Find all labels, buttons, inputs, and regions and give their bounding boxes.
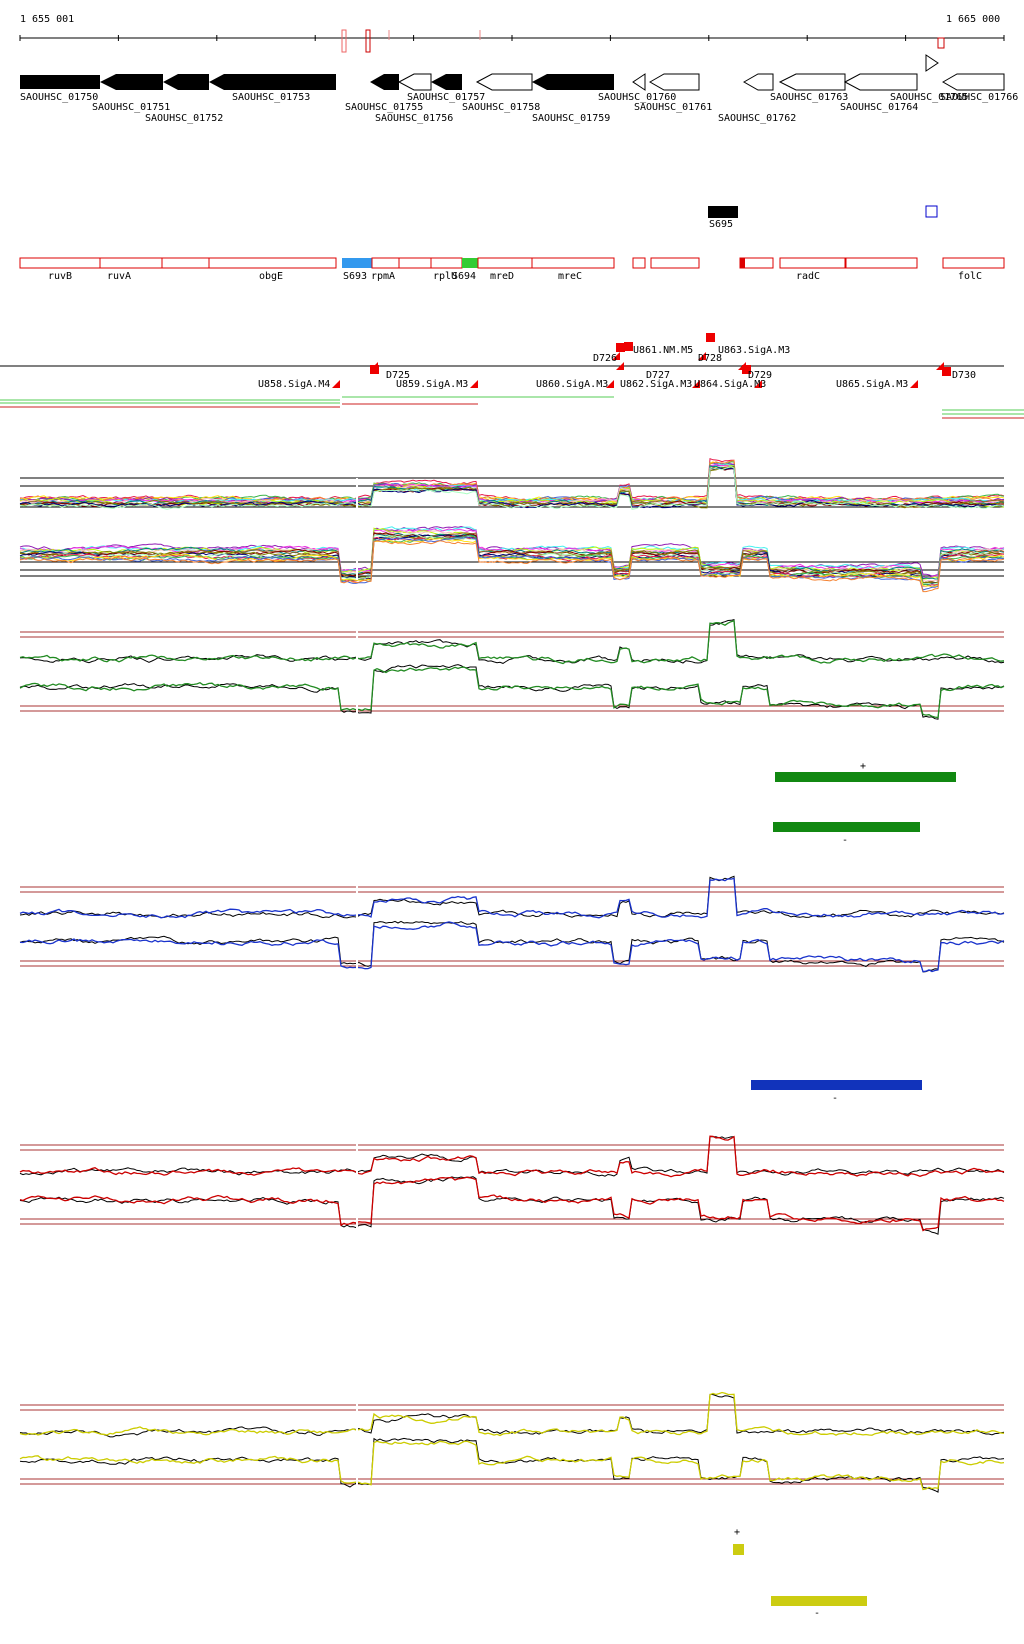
gene-label: SAOUHSC_01752 [145, 113, 223, 124]
gene-arrow-01757[interactable] [431, 74, 462, 90]
bar-sign: + [860, 761, 866, 772]
green-plus-bar[interactable] [775, 772, 956, 782]
condition-bars: + - - + - [733, 761, 956, 1619]
annot-label: rplU [433, 271, 457, 282]
gene-arrow-01751[interactable] [100, 74, 163, 90]
gene-label: SAOUHSC_01763 [770, 92, 848, 103]
tu-label: D727 [646, 370, 670, 381]
gene-arrow-01765[interactable] [925, 54, 939, 72]
yellow-minus-bar[interactable] [771, 1596, 867, 1606]
transcription-unit-track: U858.SigA.M4 D725 U859.SigA.M3 U860.SigA… [0, 333, 1024, 419]
gene-label: SAOUHSC_01766 [940, 92, 1018, 103]
tu-label: U863.SigA.M3 [718, 345, 790, 356]
yellow-plus-bar[interactable] [733, 1544, 744, 1555]
tu-label: U859.SigA.M3 [396, 379, 468, 390]
tu-label: U865.SigA.M3 [836, 379, 908, 390]
gene-label: SAOUHSC_01765 [890, 92, 968, 103]
tu-label: U862.SigA.M3 [620, 379, 692, 390]
s694-box[interactable] [462, 258, 478, 268]
gene-track: SAOUHSC_01750 SAOUHSC_01751 SAOUHSC_0175… [20, 54, 1018, 124]
tu-label: D729 [748, 370, 772, 381]
blue-track [19, 875, 1005, 973]
annot-label: rpmA [371, 271, 395, 282]
gene-arrow-01755[interactable] [370, 74, 399, 90]
gene-label: SAOUHSC_01760 [598, 92, 676, 103]
expression-tracks [19, 458, 1005, 1493]
annot-label: mreD [490, 271, 514, 282]
gene-arrow-01766[interactable] [941, 73, 1005, 91]
tu-label: D730 [952, 370, 976, 381]
bar-sign: - [832, 1093, 838, 1104]
gene-arrow-01760[interactable] [632, 73, 646, 91]
gene-label: SAOUHSC_01751 [92, 102, 170, 113]
tu-label: U860.SigA.M3 [536, 379, 608, 390]
annotated-gene-track: ruvB ruvA obgE S693 rpmA rplU S694 mreD … [19, 257, 1005, 282]
bar-sign: + [734, 1527, 740, 1538]
tu-label: U858.SigA.M4 [258, 379, 330, 390]
blue-minus-bar[interactable] [751, 1080, 922, 1090]
tu-label: D725 [386, 370, 410, 381]
gene-arrow-01764[interactable] [843, 73, 918, 91]
gene-label: SAOUHSC_01758 [462, 102, 540, 113]
gene-label: SAOUHSC_01753 [232, 92, 310, 103]
gene-label: SAOUHSC_01755 [345, 102, 423, 113]
gene-arrow-01762[interactable] [742, 73, 774, 91]
bar-sign: - [842, 835, 848, 846]
annot-label: ruvB [48, 271, 72, 282]
s-region-box[interactable] [708, 206, 738, 218]
gene-arrow-01750[interactable] [20, 75, 100, 89]
gene-arrow-01758[interactable] [475, 73, 533, 91]
red-track [19, 1135, 1005, 1235]
gene-arrow-01756[interactable] [397, 73, 432, 91]
gene-arrow-01759[interactable] [532, 74, 614, 90]
gene-label: SAOUHSC_01761 [634, 102, 712, 113]
gene-arrow-01753[interactable] [209, 74, 336, 90]
s-region-label: S695 [709, 219, 733, 230]
multi-condition-track [19, 458, 1005, 593]
tu-label: D728 [698, 353, 722, 364]
gene-arrow-01761[interactable] [648, 73, 700, 91]
gene-label: SAOUHSC_01756 [375, 113, 453, 124]
annot-label: obgE [259, 271, 283, 282]
s-region-box[interactable] [925, 205, 938, 218]
ruler-features [341, 29, 945, 53]
annot-label: radC [796, 271, 820, 282]
tu-label: U864.SigA.M3 [694, 379, 766, 390]
coord-start-label: 1 655 001 [20, 14, 74, 25]
s693-box[interactable] [342, 258, 372, 268]
gene-label: SAOUHSC_01757 [407, 92, 485, 103]
annot-label: folC [958, 271, 982, 282]
annot-label: ruvA [107, 271, 131, 282]
s-region-track: S695 [708, 205, 938, 230]
yellow-track [19, 1391, 1005, 1493]
gene-label: SAOUHSC_01764 [840, 102, 918, 113]
coordinate-ruler: 1 655 001 1 665 000 [19, 14, 1005, 53]
gene-label: SAOUHSC_01750 [20, 92, 98, 103]
gene-label: SAOUHSC_01759 [532, 113, 610, 124]
tu-label: U861.NM.M5 [633, 345, 693, 356]
bar-sign: - [814, 1608, 820, 1619]
annot-label: S694 [452, 271, 476, 282]
coord-end-label: 1 665 000 [946, 14, 1000, 25]
annot-label: S693 [343, 271, 367, 282]
green-track [19, 618, 1005, 720]
annot-label: mreC [558, 271, 582, 282]
gene-arrow-01752[interactable] [163, 74, 209, 90]
green-minus-bar[interactable] [773, 822, 920, 832]
gene-arrow-01763[interactable] [778, 73, 846, 91]
gene-label: SAOUHSC_01762 [718, 113, 796, 124]
tu-label: D726 [593, 353, 617, 364]
